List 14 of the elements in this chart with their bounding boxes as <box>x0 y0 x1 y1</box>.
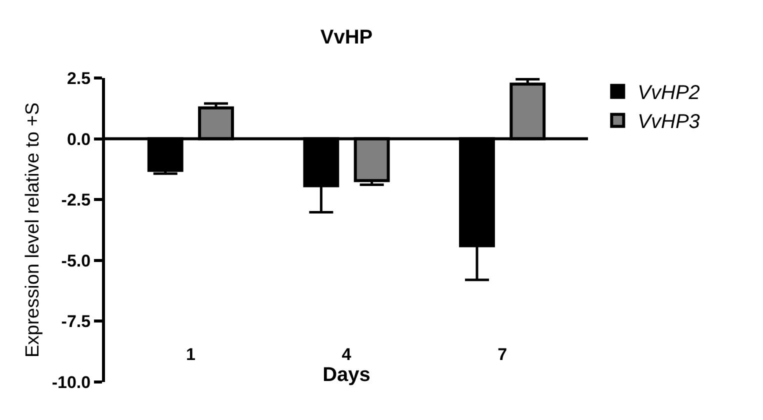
y-tick-label: -10.0 <box>52 372 91 392</box>
x-tick-label: 7 <box>498 345 508 364</box>
x-tick-label: 1 <box>186 345 196 364</box>
y-tick-label: 2.5 <box>66 68 91 88</box>
chart-title: VvHP <box>320 26 373 48</box>
y-tick-label: 0.0 <box>66 130 91 149</box>
legend-label: VvHP3 <box>638 111 700 134</box>
x-tick-label: 4 <box>342 345 352 364</box>
legend-label: VvHP2 <box>638 82 700 104</box>
y-tick-label: -7.5 <box>61 312 91 332</box>
y-axis-title: Expression level relative to +S <box>22 102 44 358</box>
y-tick-label: -2.5 <box>61 190 91 210</box>
y-tick-label: -5.0 <box>61 251 91 270</box>
x-axis-title: Days <box>322 364 370 386</box>
